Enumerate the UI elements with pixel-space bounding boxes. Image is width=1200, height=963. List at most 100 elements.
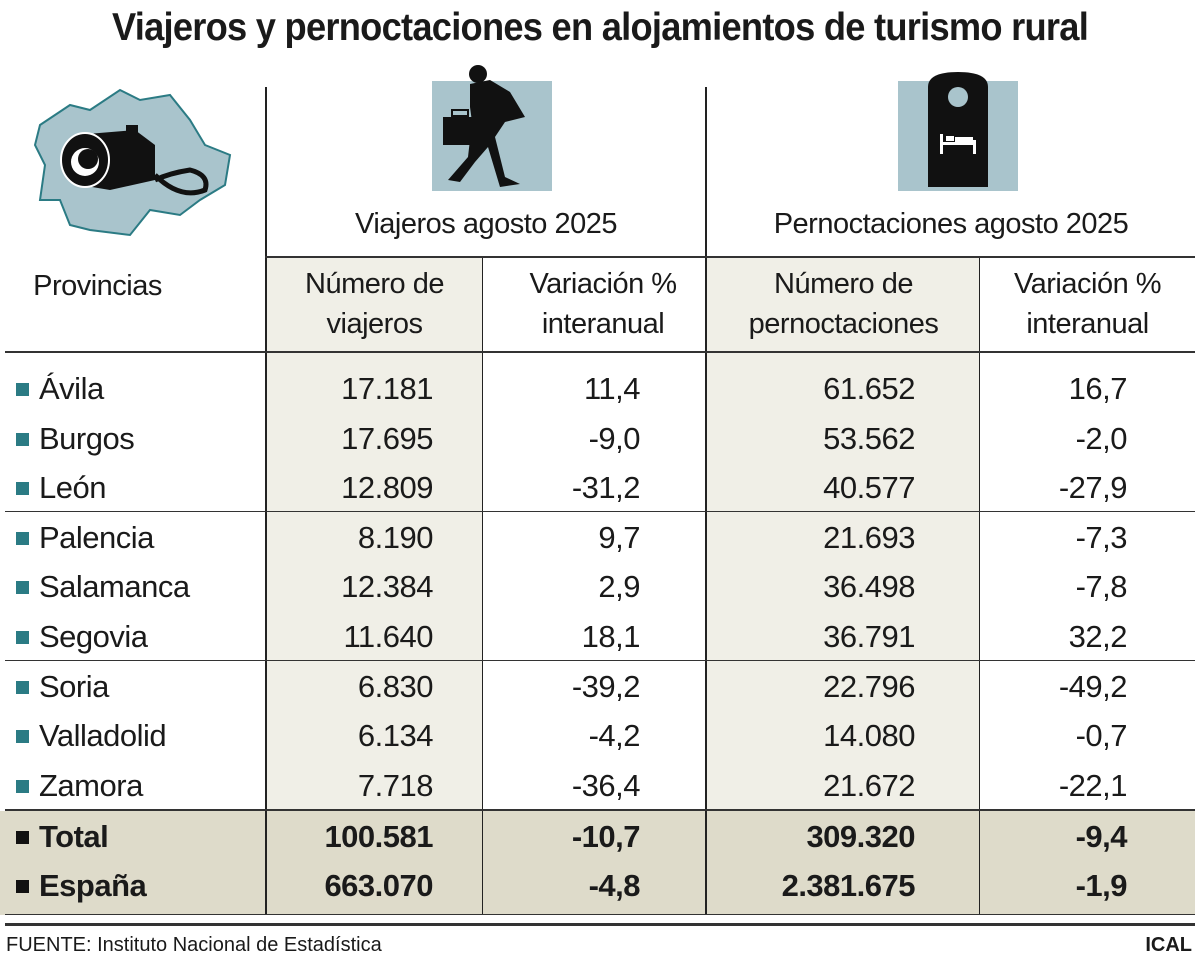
table-cell: -10,7 xyxy=(571,819,641,854)
table-cell: 40.577 xyxy=(823,470,915,505)
bullet-icon xyxy=(16,830,29,844)
table-cell: 11,4 xyxy=(583,371,641,406)
province-label: Valladolid xyxy=(16,718,167,754)
table-cell: -39,2 xyxy=(571,669,641,704)
table-cell: 9,7 xyxy=(598,520,640,555)
table-row: Palencia 8.190 9,7 21.693 -7,3 xyxy=(0,512,1195,561)
table-row: Total 100.581 -10,7 309.320 -9,4 xyxy=(0,811,1195,860)
divider xyxy=(5,660,1195,661)
table-cell: 309.320 xyxy=(806,819,915,854)
table-cell: 16,7 xyxy=(1068,371,1128,406)
bullet-icon xyxy=(16,580,29,594)
province-label: Salamanca xyxy=(16,569,190,605)
row-header: Provincias xyxy=(33,270,162,302)
castilla-leon-map-camera-icon xyxy=(33,88,232,237)
divider xyxy=(482,258,483,915)
table-row: Burgos 17.695 -9,0 53.562 -2,0 xyxy=(0,413,1195,462)
divider xyxy=(5,923,1195,926)
table-row: León 12.809 -31,2 40.577 -27,9 xyxy=(0,462,1195,511)
credit: ICAL xyxy=(1145,934,1192,956)
door-hanger-bed-icon xyxy=(928,72,988,187)
table-row: Segovia 11.640 18,1 36.791 32,2 xyxy=(0,611,1195,660)
table-cell: -4,8 xyxy=(588,868,641,903)
table-cell: 11.640 xyxy=(343,619,433,654)
province-label: Burgos xyxy=(16,421,135,457)
table-cell: 12.809 xyxy=(341,470,433,505)
province-label: Ávila xyxy=(16,371,104,407)
divider xyxy=(5,914,1195,915)
table-cell: 2,9 xyxy=(598,569,640,604)
table-cell: 6.134 xyxy=(357,718,434,753)
table-cell: 6.830 xyxy=(357,669,434,704)
province-label: Zamora xyxy=(16,768,143,804)
table-cell: 663.070 xyxy=(324,868,433,903)
bullet-icon xyxy=(16,879,29,893)
bullet-icon xyxy=(16,531,29,545)
table-cell: 22.796 xyxy=(823,669,915,704)
table-cell: 53.562 xyxy=(823,421,915,456)
col-shade xyxy=(266,258,483,810)
divider xyxy=(979,258,980,915)
table-cell: -2,0 xyxy=(1075,421,1128,456)
divider xyxy=(5,351,1195,353)
province-label: Soria xyxy=(16,669,109,705)
table-row: España 663.070 -4,8 2.381.675 -1,9 xyxy=(0,860,1195,909)
table-cell: -7,8 xyxy=(1075,569,1128,604)
divider xyxy=(705,87,707,915)
table-cell: -31,2 xyxy=(571,470,641,505)
table-cell: -36,4 xyxy=(571,768,641,803)
province-label: Palencia xyxy=(16,520,154,556)
group-header: Viajeros agosto 2025 xyxy=(355,208,617,240)
bullet-icon xyxy=(16,680,29,694)
bullet-icon xyxy=(16,481,29,495)
table-row: Ávila 17.181 11,4 61.652 16,7 xyxy=(0,363,1195,412)
divider xyxy=(5,809,1195,811)
bullet-icon xyxy=(16,779,29,793)
table-row: Salamanca 12.384 2,9 36.498 -7,8 xyxy=(0,561,1195,610)
table-cell: 17.181 xyxy=(341,371,433,406)
bullet-icon xyxy=(16,432,29,446)
province-label: Total xyxy=(16,819,109,855)
table-cell: 32,2 xyxy=(1068,619,1128,654)
column-header: Número de pernoctaciones xyxy=(748,268,939,340)
col-shade xyxy=(707,258,980,810)
table-cell: -4,2 xyxy=(588,718,641,753)
table-cell: -9,4 xyxy=(1075,819,1128,854)
table-cell: 18,1 xyxy=(581,619,641,654)
table-cell: 12.384 xyxy=(341,569,433,604)
table-cell: 36.498 xyxy=(823,569,915,604)
total-shade xyxy=(0,811,1195,915)
table-row: Soria 6.830 -39,2 22.796 -49,2 xyxy=(0,661,1195,710)
province-label: León xyxy=(16,470,106,506)
divider xyxy=(265,256,1195,258)
bullet-icon xyxy=(16,630,29,644)
column-header: Variación % interanual xyxy=(529,268,677,340)
table-cell: 36.791 xyxy=(823,619,915,654)
table-cell: -1,9 xyxy=(1075,868,1128,903)
table-cell: -27,9 xyxy=(1058,470,1128,505)
bullet-icon xyxy=(16,382,29,396)
province-label: Segovia xyxy=(16,619,148,655)
bullet-icon xyxy=(16,729,29,743)
table-cell: -49,2 xyxy=(1058,669,1128,704)
table-cell: 7.718 xyxy=(357,768,434,803)
table-row: Valladolid 6.134 -4,2 14.080 -0,7 xyxy=(0,710,1195,759)
chart-title: Viajeros y pernoctaciones en alojamiento… xyxy=(111,6,1089,49)
group-header: Pernoctaciones agosto 2025 xyxy=(773,208,1129,240)
table-cell: 21.672 xyxy=(823,768,915,803)
table-cell: 17.695 xyxy=(341,421,433,456)
table-cell: 8.190 xyxy=(357,520,434,555)
source-note: FUENTE: Instituto Nacional de Estadístic… xyxy=(6,934,382,956)
divider xyxy=(265,87,267,915)
table-cell: 14.080 xyxy=(823,718,915,753)
column-header: Variación % interanual xyxy=(1013,268,1162,340)
table-cell: 100.581 xyxy=(324,819,433,854)
divider xyxy=(5,511,1195,512)
table-cell: -0,7 xyxy=(1075,718,1128,753)
province-label: España xyxy=(16,868,147,904)
table-row: Zamora 7.718 -36,4 21.672 -22,1 xyxy=(0,760,1195,809)
traveler-icon xyxy=(443,65,525,187)
table-cell: -7,3 xyxy=(1075,520,1128,555)
table-cell: 21.693 xyxy=(823,520,915,555)
column-header: Número de viajeros xyxy=(305,268,444,340)
